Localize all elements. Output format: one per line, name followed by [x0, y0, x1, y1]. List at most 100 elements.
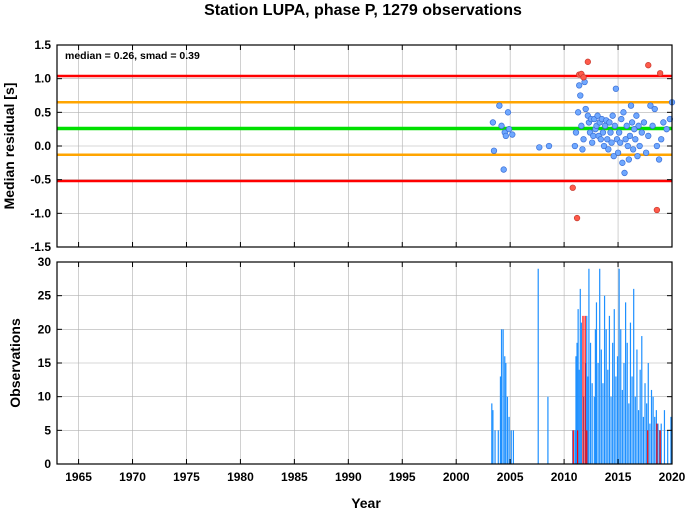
outlier-point — [573, 214, 581, 222]
outlier-point — [653, 206, 661, 214]
x-tick-label: 2005 — [497, 470, 524, 484]
x-tick-label: 2000 — [443, 470, 470, 484]
residual-point — [628, 119, 636, 126]
residual-point — [504, 109, 512, 116]
residual-point — [571, 142, 579, 150]
residual-point — [597, 136, 604, 143]
residual-point — [572, 129, 580, 136]
residual-point — [609, 112, 616, 119]
residual-point — [545, 142, 553, 150]
residual-point — [578, 122, 585, 129]
residual-point — [489, 119, 497, 126]
x-tick-label: 1975 — [173, 470, 200, 484]
residual-point — [636, 142, 643, 150]
outlier-point — [569, 184, 576, 191]
residual-point — [610, 152, 617, 160]
residual-point — [620, 109, 627, 116]
residual-point — [582, 105, 589, 113]
residual-point — [590, 132, 597, 140]
outlier-point — [656, 70, 664, 77]
observations-panel: 0 5 10 15 20 25 30 1965 1970 1975 1980 1985 1990 199… — [7, 255, 686, 484]
residual-point — [607, 129, 614, 136]
residual-point — [502, 132, 509, 140]
y-tick-label: 0.5 — [34, 105, 51, 119]
residual-point — [638, 129, 645, 136]
residual-point — [614, 149, 622, 156]
observations-y-axis-label: Observations — [7, 318, 23, 408]
y-tick-label: 1.5 — [34, 38, 51, 52]
residual-point — [580, 136, 587, 143]
chart-title: Station LUPA, phase P, 1279 observations — [204, 2, 522, 19]
outlier-point — [584, 58, 591, 65]
residual-point — [509, 131, 516, 138]
residual-point — [604, 136, 611, 143]
residual-point — [625, 156, 632, 163]
residual-point — [500, 166, 507, 173]
residual-point — [619, 159, 626, 166]
residual-annotation: median = 0.26, smad = 0.39 — [65, 50, 200, 62]
residual-point — [651, 105, 658, 113]
residual-point — [653, 142, 661, 150]
y-tick-label: 10 — [38, 390, 52, 404]
residual-point — [617, 139, 624, 146]
residual-point — [631, 126, 638, 133]
residual-point — [589, 139, 596, 146]
y-tick-label: 0 — [44, 457, 51, 471]
x-tick-label: 2010 — [551, 470, 578, 484]
residual-point — [498, 122, 505, 129]
y-tick-label: -1.0 — [30, 206, 51, 220]
residual-point — [594, 112, 601, 119]
x-axis-label: Year — [351, 495, 381, 511]
residual-y-axis-label: Median residual [s] — [1, 83, 17, 210]
residual-point — [579, 146, 586, 153]
residual-point — [640, 119, 648, 126]
x-tick-label: 1980 — [227, 470, 254, 484]
residual-point — [645, 132, 652, 140]
y-tick-label: 25 — [38, 289, 52, 303]
residual-point — [599, 129, 607, 136]
y-tick-label: 30 — [38, 255, 52, 269]
residual-point — [608, 139, 615, 146]
x-tick-label: 1965 — [65, 470, 92, 484]
residual-point — [612, 85, 620, 92]
residual-point — [605, 146, 612, 153]
residual-point — [618, 115, 625, 123]
residual-point — [600, 142, 608, 150]
residual-point — [606, 119, 613, 126]
residual-point — [622, 136, 629, 143]
y-tick-label: -1.5 — [30, 240, 51, 254]
y-tick-label: 0.0 — [34, 139, 51, 153]
residual-point — [658, 136, 665, 143]
residual-point — [647, 102, 654, 109]
residual-point — [634, 152, 641, 160]
x-tick-label: 1995 — [389, 470, 416, 484]
residual-point — [627, 102, 635, 109]
residual-point — [490, 147, 498, 154]
residual-point — [630, 146, 637, 153]
residual-point — [649, 122, 656, 129]
residual-point — [536, 144, 543, 151]
residual-point — [623, 122, 630, 129]
residual-point — [496, 102, 503, 109]
residual-point — [666, 115, 673, 123]
y-tick-label: -0.5 — [30, 173, 51, 187]
y-tick-label: 15 — [38, 356, 52, 370]
residual-point — [577, 92, 584, 99]
residual-point — [660, 119, 667, 126]
y-tick-label: 5 — [44, 423, 51, 437]
y-tick-label: 1.0 — [34, 72, 51, 86]
residual-point — [621, 169, 628, 177]
x-tick-label: 2020 — [659, 470, 686, 484]
y-tick-label: 20 — [38, 322, 52, 336]
x-tick-label: 1990 — [335, 470, 362, 484]
residual-point — [663, 126, 670, 133]
residual-point — [626, 132, 634, 140]
residual-point — [611, 122, 618, 129]
residual-point — [632, 136, 639, 143]
outlier-point — [645, 62, 652, 69]
x-tick-label: 1970 — [119, 470, 146, 484]
residual-panel: -1.5 -1.0 -0.5 0.0 0.5 1.0 1.5 median = 0.26, … — [1, 38, 676, 254]
residual-point — [505, 126, 513, 133]
residual-point — [642, 149, 650, 156]
